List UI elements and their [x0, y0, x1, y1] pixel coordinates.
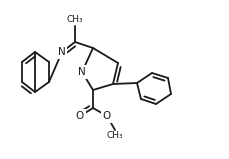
Text: N: N [58, 47, 65, 57]
Text: O: O [102, 111, 111, 121]
Text: O: O [76, 111, 84, 121]
Text: CH₃: CH₃ [66, 15, 83, 24]
Text: CH₃: CH₃ [106, 131, 123, 139]
Text: N: N [78, 67, 85, 77]
